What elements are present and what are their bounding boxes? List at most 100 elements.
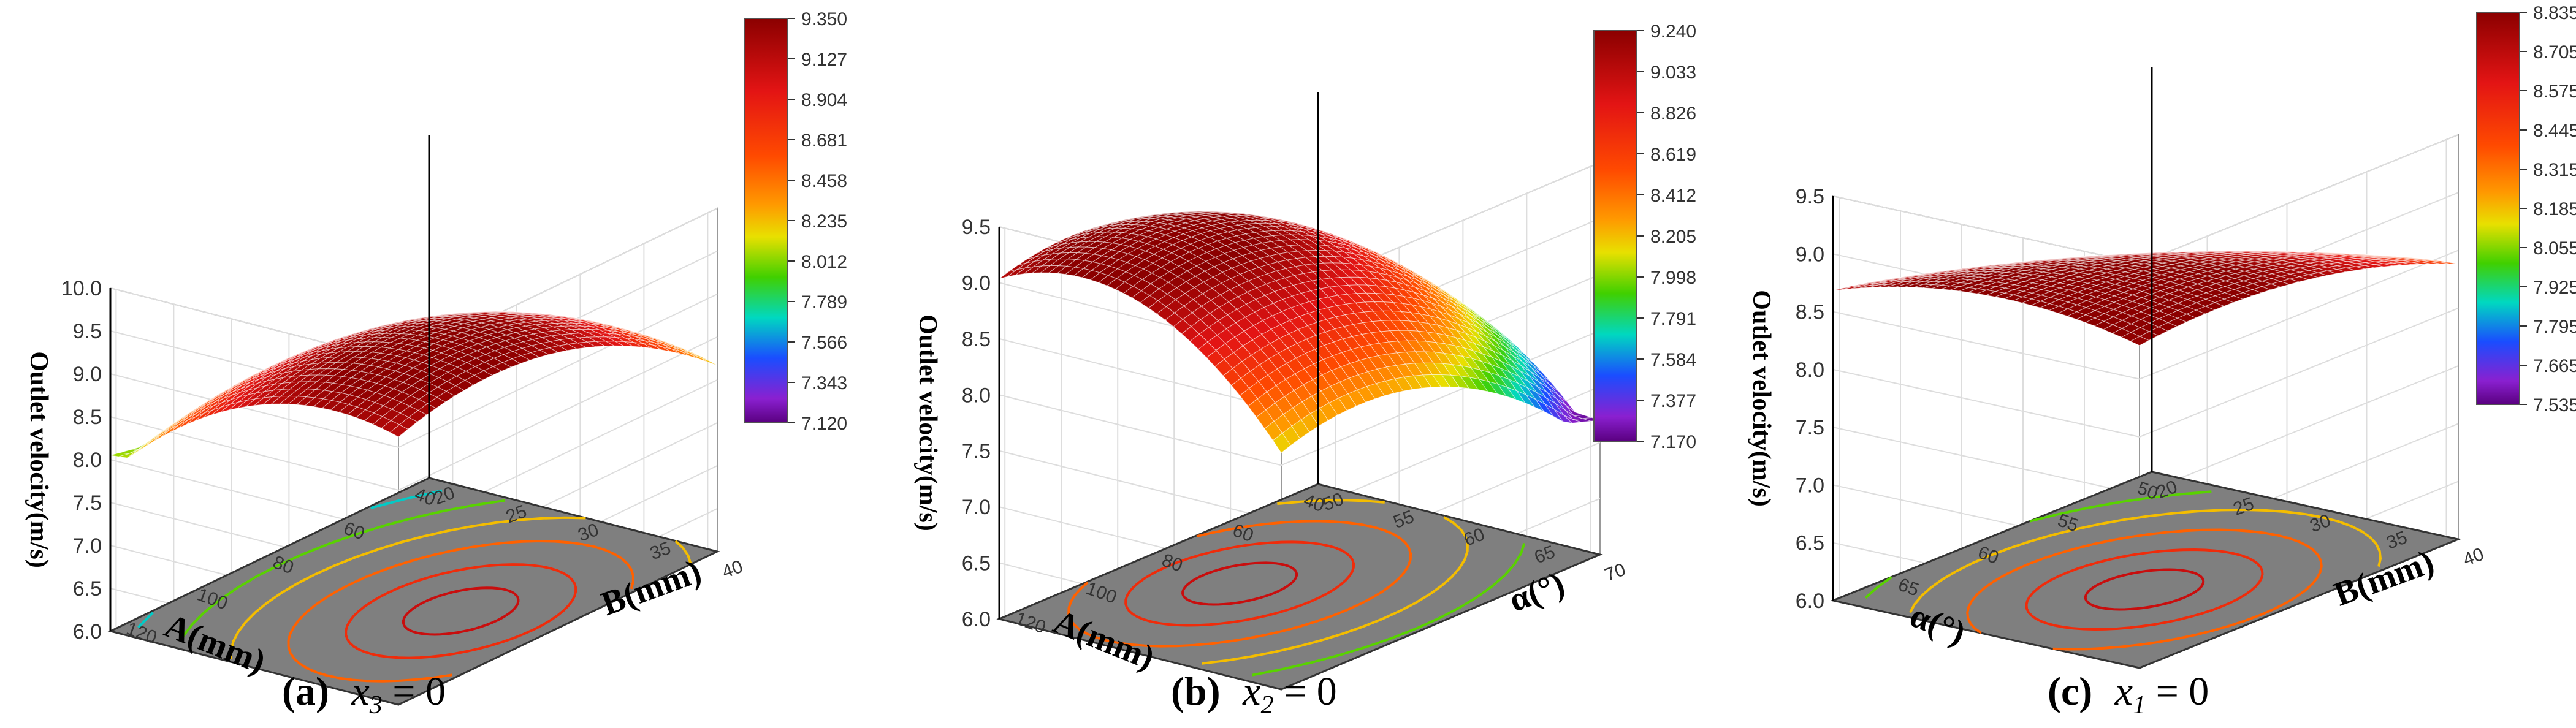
z-tick-label: 9.5 — [962, 216, 991, 239]
caption-c-rest: = 0 — [2146, 669, 2209, 714]
response-surface — [999, 211, 1601, 453]
caption-c-var: x — [2114, 669, 2133, 714]
caption-b-sub: 2 — [1260, 691, 1273, 719]
colorbar-tick-label: 9.240 — [1650, 21, 1696, 42]
y-tick-label: 40 — [719, 556, 745, 582]
caption-b: (b) x2 = 0 — [1171, 669, 1337, 719]
contour-line — [287, 539, 634, 677]
z-tick-label: 7.0 — [962, 496, 991, 519]
contour-line — [1067, 581, 1107, 642]
contour-line — [181, 499, 506, 638]
caption-a-sub: 3 — [369, 691, 383, 719]
z-tick-label: 7.5 — [962, 440, 991, 463]
z-tick-label: 9.5 — [1796, 185, 1824, 208]
caption-c-sub: 1 — [2133, 691, 2146, 719]
contour-line — [1909, 508, 2382, 613]
z-tick-label: 8.5 — [73, 406, 102, 429]
contour-floor — [996, 483, 1603, 691]
caption-a-rest: = 0 — [383, 669, 446, 714]
z-tick-label: 6.5 — [1796, 532, 1824, 555]
floor-contours — [137, 489, 692, 683]
contour-line — [1202, 516, 1469, 665]
colorbar-tick-label: 7.120 — [801, 414, 847, 434]
z-tick-label: 6.5 — [73, 577, 102, 601]
caption-a-letter: (a) — [282, 669, 329, 714]
response-surface — [110, 311, 718, 458]
z-tick-label: 8.5 — [962, 328, 991, 351]
contour-line — [1277, 499, 1385, 506]
colorbar-tick-label: 9.033 — [1650, 63, 1696, 83]
z-tick-label: 9.5 — [73, 320, 102, 343]
colorbar-tick-label: 8.235 — [801, 211, 847, 232]
contour-floor — [107, 477, 720, 706]
z-tick-label: 9.0 — [962, 271, 991, 295]
caption-row: (a) x3 = 0 (b) x2 = 0 (c) x1 = 0 — [282, 669, 2209, 719]
colorbar-tick-label: 8.445 — [2533, 121, 2576, 141]
colorbar-tick-label: 9.350 — [801, 9, 847, 29]
contour-line — [345, 563, 577, 659]
z-tick-label: 7.0 — [73, 534, 102, 558]
caption-c-letter: (c) — [2048, 669, 2092, 714]
colorbar: 9.240 9.033 8.826 8.619 8.412 8.205 7.998 7.791… — [1593, 21, 1696, 452]
contour-line — [1124, 540, 1355, 627]
colorbar-tick-label: 7.377 — [1650, 391, 1696, 411]
panel-a: 6.06.57.07.58.08.59.09.510.0406080100120… — [25, 9, 847, 706]
floor-contours — [1864, 490, 2382, 651]
colorbar-ramp — [2476, 12, 2520, 405]
z-axis-title: Outlet velocity(m/s) — [913, 314, 942, 531]
colorbar: 9.350 9.127 8.904 8.681 8.458 8.235 8.012 7.789… — [744, 9, 847, 434]
colorbar-tick-label: 8.055 — [2533, 238, 2576, 259]
response-surface — [1832, 251, 2459, 346]
colorbar-tick-label: 7.584 — [1650, 350, 1696, 370]
colorbar-tick-label: 8.205 — [1650, 227, 1696, 247]
surface-facet — [389, 424, 409, 438]
colorbar-tick-label: 7.791 — [1650, 309, 1696, 329]
z-axis-title: Outlet velocity(m/s) — [1747, 290, 1775, 506]
y-tick-label: 40 — [2460, 544, 2486, 570]
colorbar-tick-label: 8.185 — [2533, 199, 2576, 219]
colorbar-tick-label: 8.681 — [801, 131, 847, 151]
colorbar-tick-label: 9.127 — [801, 50, 847, 70]
z-tick-label: 8.0 — [1796, 358, 1824, 382]
z-tick-label: 6.0 — [962, 608, 991, 631]
z-tick-label: 7.5 — [1796, 416, 1824, 439]
colorbar-tick-label: 7.343 — [801, 373, 847, 393]
contour-line — [402, 586, 520, 636]
colorbar-tick-label: 7.789 — [801, 292, 847, 313]
colorbar-tick-label: 8.012 — [801, 252, 847, 272]
colorbar-ramp — [744, 18, 788, 423]
colorbar-tick-label: 8.705 — [2533, 42, 2576, 63]
z-tick-label: 6.5 — [962, 552, 991, 575]
z-tick-label: 6.0 — [73, 620, 102, 643]
colorbar-ramp — [1593, 30, 1637, 442]
caption-a-var: x — [351, 669, 369, 714]
colorbar-tick-label: 7.665 — [2533, 356, 2576, 376]
panel-c: 6.06.57.07.58.08.59.09.55055606520253035… — [1747, 3, 2576, 669]
colorbar-tick-label: 8.904 — [801, 90, 847, 110]
z-gridline — [110, 336, 718, 491]
colorbar-tick-label: 8.458 — [801, 171, 847, 191]
contour-line — [674, 540, 692, 564]
z-tick-label: 7.5 — [73, 491, 102, 515]
colorbar-tick-label: 8.412 — [1650, 186, 1696, 206]
caption-a: (a) x3 = 0 — [282, 669, 446, 719]
z-tick-label: 8.5 — [1796, 301, 1824, 324]
colorbar-tick-label: 8.826 — [1650, 104, 1696, 124]
contour-line — [2029, 490, 2212, 523]
colorbar-tick-label: 8.835 — [2533, 3, 2576, 23]
contour-line — [229, 516, 586, 659]
colorbar-tick-label: 7.925 — [2533, 278, 2576, 298]
colorbar-tick-label: 7.795 — [2533, 317, 2576, 337]
contour-line — [1252, 542, 1526, 677]
contour-line — [1105, 520, 1412, 648]
z-axis-title: Outlet velocity(m/s) — [25, 351, 53, 567]
contour-line — [1864, 575, 1893, 599]
contour-line — [2084, 568, 2205, 611]
contour-line — [1181, 561, 1298, 606]
z-gridline — [1832, 249, 2459, 380]
z-tick-label: 10.0 — [61, 277, 102, 300]
y-tick-label: 70 — [1602, 559, 1628, 585]
colorbar-tick-label: 8.315 — [2533, 160, 2576, 180]
contour-line — [137, 612, 154, 629]
contour-line — [326, 673, 452, 683]
